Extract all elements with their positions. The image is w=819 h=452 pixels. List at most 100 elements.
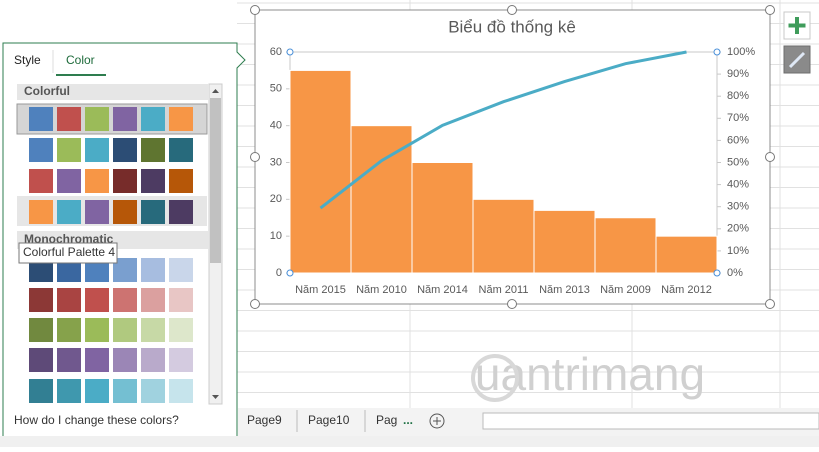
y-tick-label: 40 <box>270 120 282 132</box>
y2-tick-label: 10% <box>727 245 749 257</box>
swatch[interactable] <box>57 288 81 312</box>
swatch[interactable] <box>169 318 193 342</box>
swatch[interactable] <box>85 379 109 403</box>
swatch[interactable] <box>29 348 53 372</box>
swatch[interactable] <box>85 138 109 162</box>
resize-handle[interactable] <box>250 152 260 162</box>
swatch[interactable] <box>29 107 53 131</box>
bar <box>655 235 718 274</box>
swatch[interactable] <box>141 258 165 282</box>
bar <box>289 69 352 274</box>
x-tick-label: Năm 2015 <box>295 284 346 296</box>
plus-icon <box>788 17 806 34</box>
x-tick-label: Năm 2014 <box>417 284 468 296</box>
add-sheet[interactable] <box>429 413 445 429</box>
h-scrollbar[interactable] <box>482 412 819 430</box>
y2-tick-label: 80% <box>727 90 749 102</box>
swatch[interactable] <box>85 107 109 131</box>
swatch[interactable] <box>169 288 193 312</box>
resize-handle[interactable] <box>250 299 260 309</box>
swatch[interactable] <box>141 138 165 162</box>
swatch[interactable] <box>29 318 53 342</box>
sheet-tab[interactable]: Pag <box>376 413 397 427</box>
y-tick-label: 20 <box>270 193 282 205</box>
y2-tick-label: 0% <box>727 267 743 279</box>
y2-tick-label: 100% <box>727 46 755 58</box>
panel-tab[interactable]: Style <box>14 53 41 67</box>
swatch[interactable] <box>29 288 53 312</box>
x-tick-label: Năm 2013 <box>539 284 590 296</box>
swatch[interactable] <box>85 200 109 224</box>
plot-handle[interactable] <box>286 48 294 56</box>
plot-handle[interactable] <box>713 269 721 277</box>
y2-tick-label: 70% <box>727 112 749 124</box>
swatch[interactable] <box>141 348 165 372</box>
swatch[interactable] <box>57 138 81 162</box>
swatch[interactable] <box>113 138 137 162</box>
bar <box>594 217 657 274</box>
resize-handle[interactable] <box>765 5 775 15</box>
resize-handle[interactable] <box>765 152 775 162</box>
swatch[interactable] <box>57 200 81 224</box>
section-header <box>17 84 208 100</box>
y-tick-label: 30 <box>270 156 282 168</box>
x-tick-label: Năm 2011 <box>479 284 529 296</box>
scroll-thumb[interactable] <box>210 98 221 263</box>
chart-handles <box>250 5 775 309</box>
swatch[interactable] <box>113 318 137 342</box>
more-tabs[interactable]: ... <box>403 413 413 427</box>
swatch[interactable] <box>29 169 53 193</box>
swatch[interactable] <box>57 348 81 372</box>
swatch[interactable] <box>29 138 53 162</box>
swatch[interactable] <box>113 288 137 312</box>
swatch[interactable] <box>57 379 81 403</box>
swatch[interactable] <box>169 138 193 162</box>
swatch[interactable] <box>113 379 137 403</box>
swatch[interactable] <box>169 169 193 193</box>
swatch[interactable] <box>29 379 53 403</box>
swatch[interactable] <box>169 348 193 372</box>
plot-handle[interactable] <box>286 269 294 277</box>
chart-title: Biểu đồ thống kê <box>448 17 576 36</box>
help-link[interactable]: How do I change these colors? <box>14 413 179 427</box>
sheet-tab[interactable]: Page9 <box>247 413 282 427</box>
swatch[interactable] <box>57 318 81 342</box>
swatch[interactable] <box>85 169 109 193</box>
y2-tick-label: 50% <box>727 156 749 168</box>
cumulative-line <box>319 50 687 210</box>
swatch[interactable] <box>141 200 165 224</box>
swatch[interactable] <box>169 379 193 403</box>
y-tick-label: 50 <box>270 83 282 95</box>
swatch[interactable] <box>113 107 137 131</box>
swatch[interactable] <box>85 318 109 342</box>
resize-handle[interactable] <box>507 299 517 309</box>
swatch[interactable] <box>169 258 193 282</box>
swatch[interactable] <box>113 169 137 193</box>
swatch[interactable] <box>141 288 165 312</box>
bar <box>411 162 474 274</box>
swatch[interactable] <box>169 107 193 131</box>
resize-handle[interactable] <box>507 5 517 15</box>
resize-handle[interactable] <box>250 5 260 15</box>
swatch[interactable] <box>141 169 165 193</box>
y2-tick-label: 40% <box>727 179 749 191</box>
y2-tick-label: 30% <box>727 201 749 213</box>
swatch[interactable] <box>85 288 109 312</box>
swatch[interactable] <box>57 107 81 131</box>
swatch[interactable] <box>57 169 81 193</box>
panel-tab[interactable]: Color <box>66 53 95 67</box>
y-tick-label: 60 <box>270 46 282 58</box>
plot-handle[interactable] <box>713 48 721 56</box>
swatch[interactable] <box>85 348 109 372</box>
swatch[interactable] <box>141 318 165 342</box>
sheet-tab[interactable]: Page10 <box>308 413 350 427</box>
swatch[interactable] <box>113 348 137 372</box>
swatch[interactable] <box>113 200 137 224</box>
y2-tick-label: 20% <box>727 223 749 235</box>
swatch[interactable] <box>141 379 165 403</box>
resize-handle[interactable] <box>765 299 775 309</box>
swatch[interactable] <box>29 200 53 224</box>
swatch[interactable] <box>141 107 165 131</box>
swatch[interactable] <box>169 200 193 224</box>
